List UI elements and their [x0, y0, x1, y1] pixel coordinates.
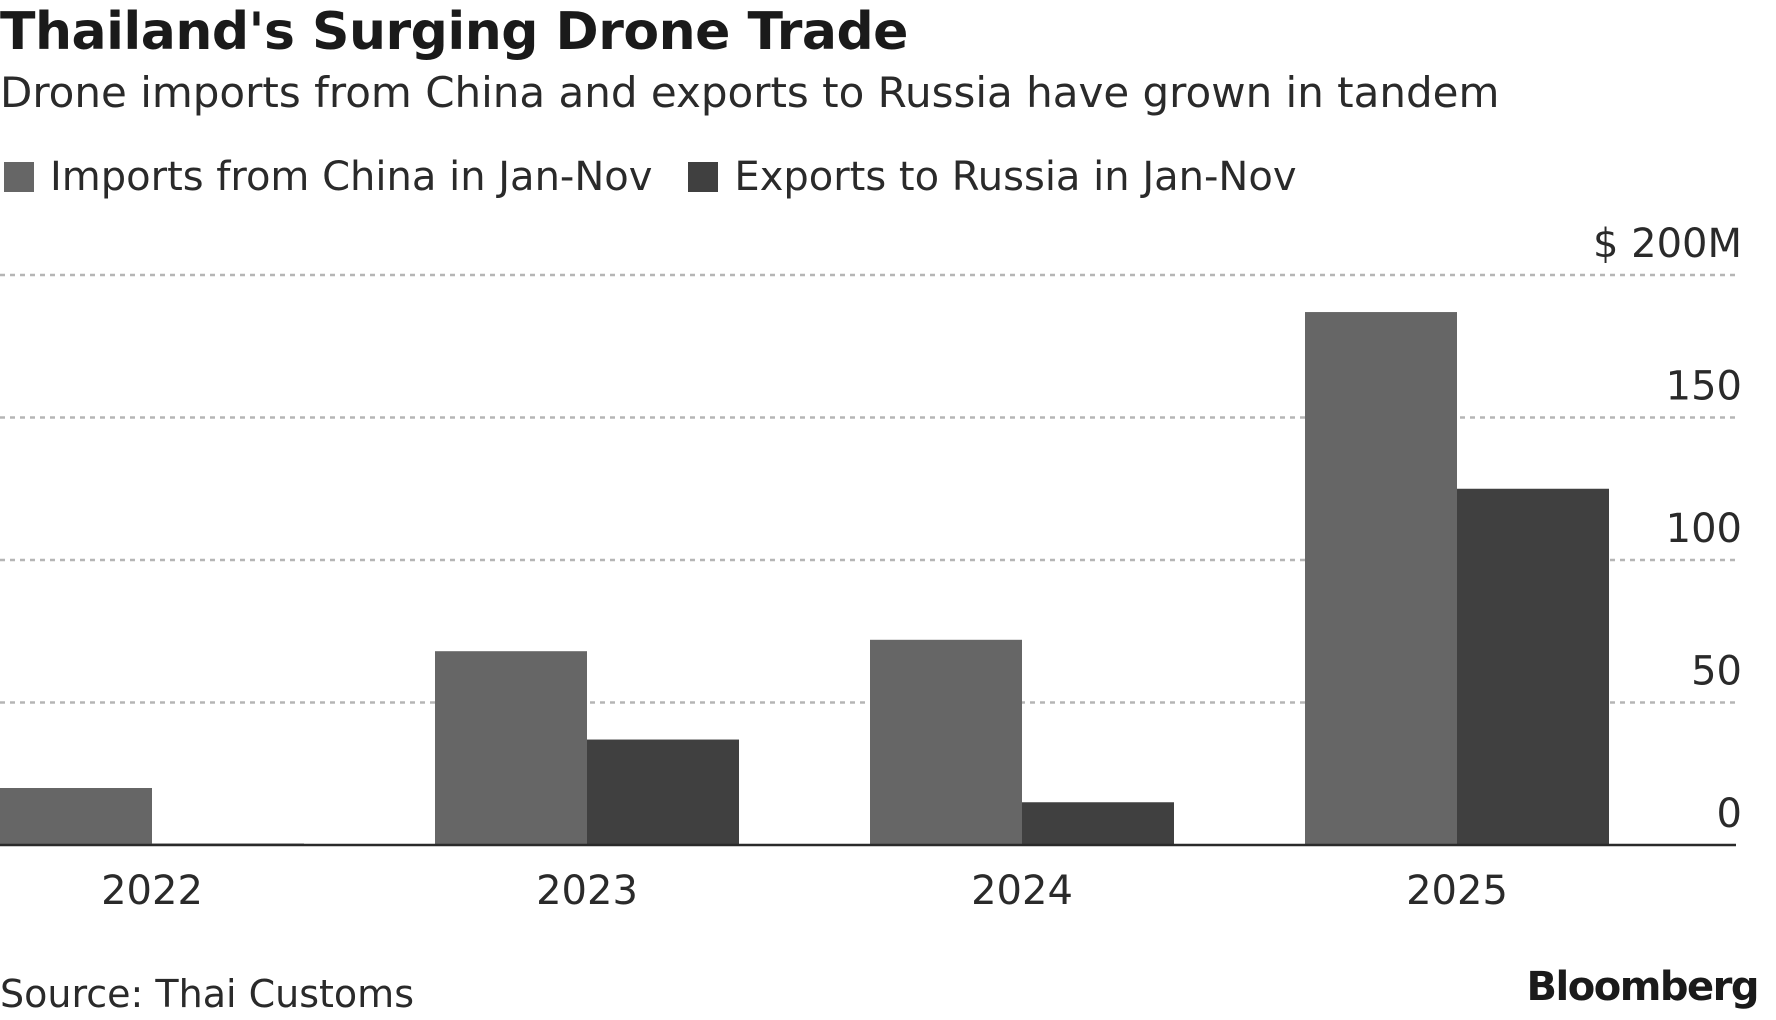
legend-item-exports: Exports to Russia in Jan-Nov — [688, 154, 1297, 200]
legend-swatch-exports — [688, 162, 719, 192]
label-layer: 0 50 100 150 $ 200M 2022 2023 2024 2025 — [101, 221, 1742, 914]
bar-chart: 0 50 100 150 $ 200M 2022 2023 2024 2025 — [0, 221, 1742, 914]
bloomberg-logo: Bloomberg — [1526, 964, 1760, 1010]
bar-imports-2024 — [870, 639, 1022, 845]
bar-exports-2024 — [1022, 802, 1174, 845]
legend-label-imports: Imports from China in Jan-Nov — [50, 154, 653, 200]
bar-exports-2023 — [587, 739, 739, 845]
bar-imports-2025 — [1305, 312, 1457, 845]
chart-subtitle: Drone imports from China and exports to … — [0, 68, 1500, 117]
x-tick-label-2022: 2022 — [101, 868, 203, 914]
y-tick-label-100: 100 — [1666, 506, 1742, 552]
chart-title: Thailand's Surging Drone Trade — [0, 2, 908, 62]
bar-imports-2023 — [435, 651, 587, 845]
legend-item-imports: Imports from China in Jan-Nov — [4, 154, 652, 200]
bar-imports-2022 — [0, 788, 152, 845]
y-tick-label-200: $ 200M — [1593, 221, 1742, 267]
legend-label-exports: Exports to Russia in Jan-Nov — [734, 154, 1297, 200]
x-tick-label-2023: 2023 — [536, 868, 638, 914]
bar-layer — [0, 312, 1609, 846]
y-tick-label-150: 150 — [1666, 364, 1742, 410]
legend-swatch-imports — [4, 162, 34, 192]
x-tick-label-2024: 2024 — [971, 868, 1073, 914]
y-tick-label-50: 50 — [1691, 649, 1742, 695]
bar-exports-2025 — [1457, 488, 1609, 845]
x-tick-label-2025: 2025 — [1406, 868, 1508, 914]
legend: Imports from China in Jan-Nov Exports to… — [4, 154, 1333, 200]
source-note: Source: Thai Customs — [0, 972, 414, 1016]
y-tick-label-0: 0 — [1717, 791, 1742, 837]
